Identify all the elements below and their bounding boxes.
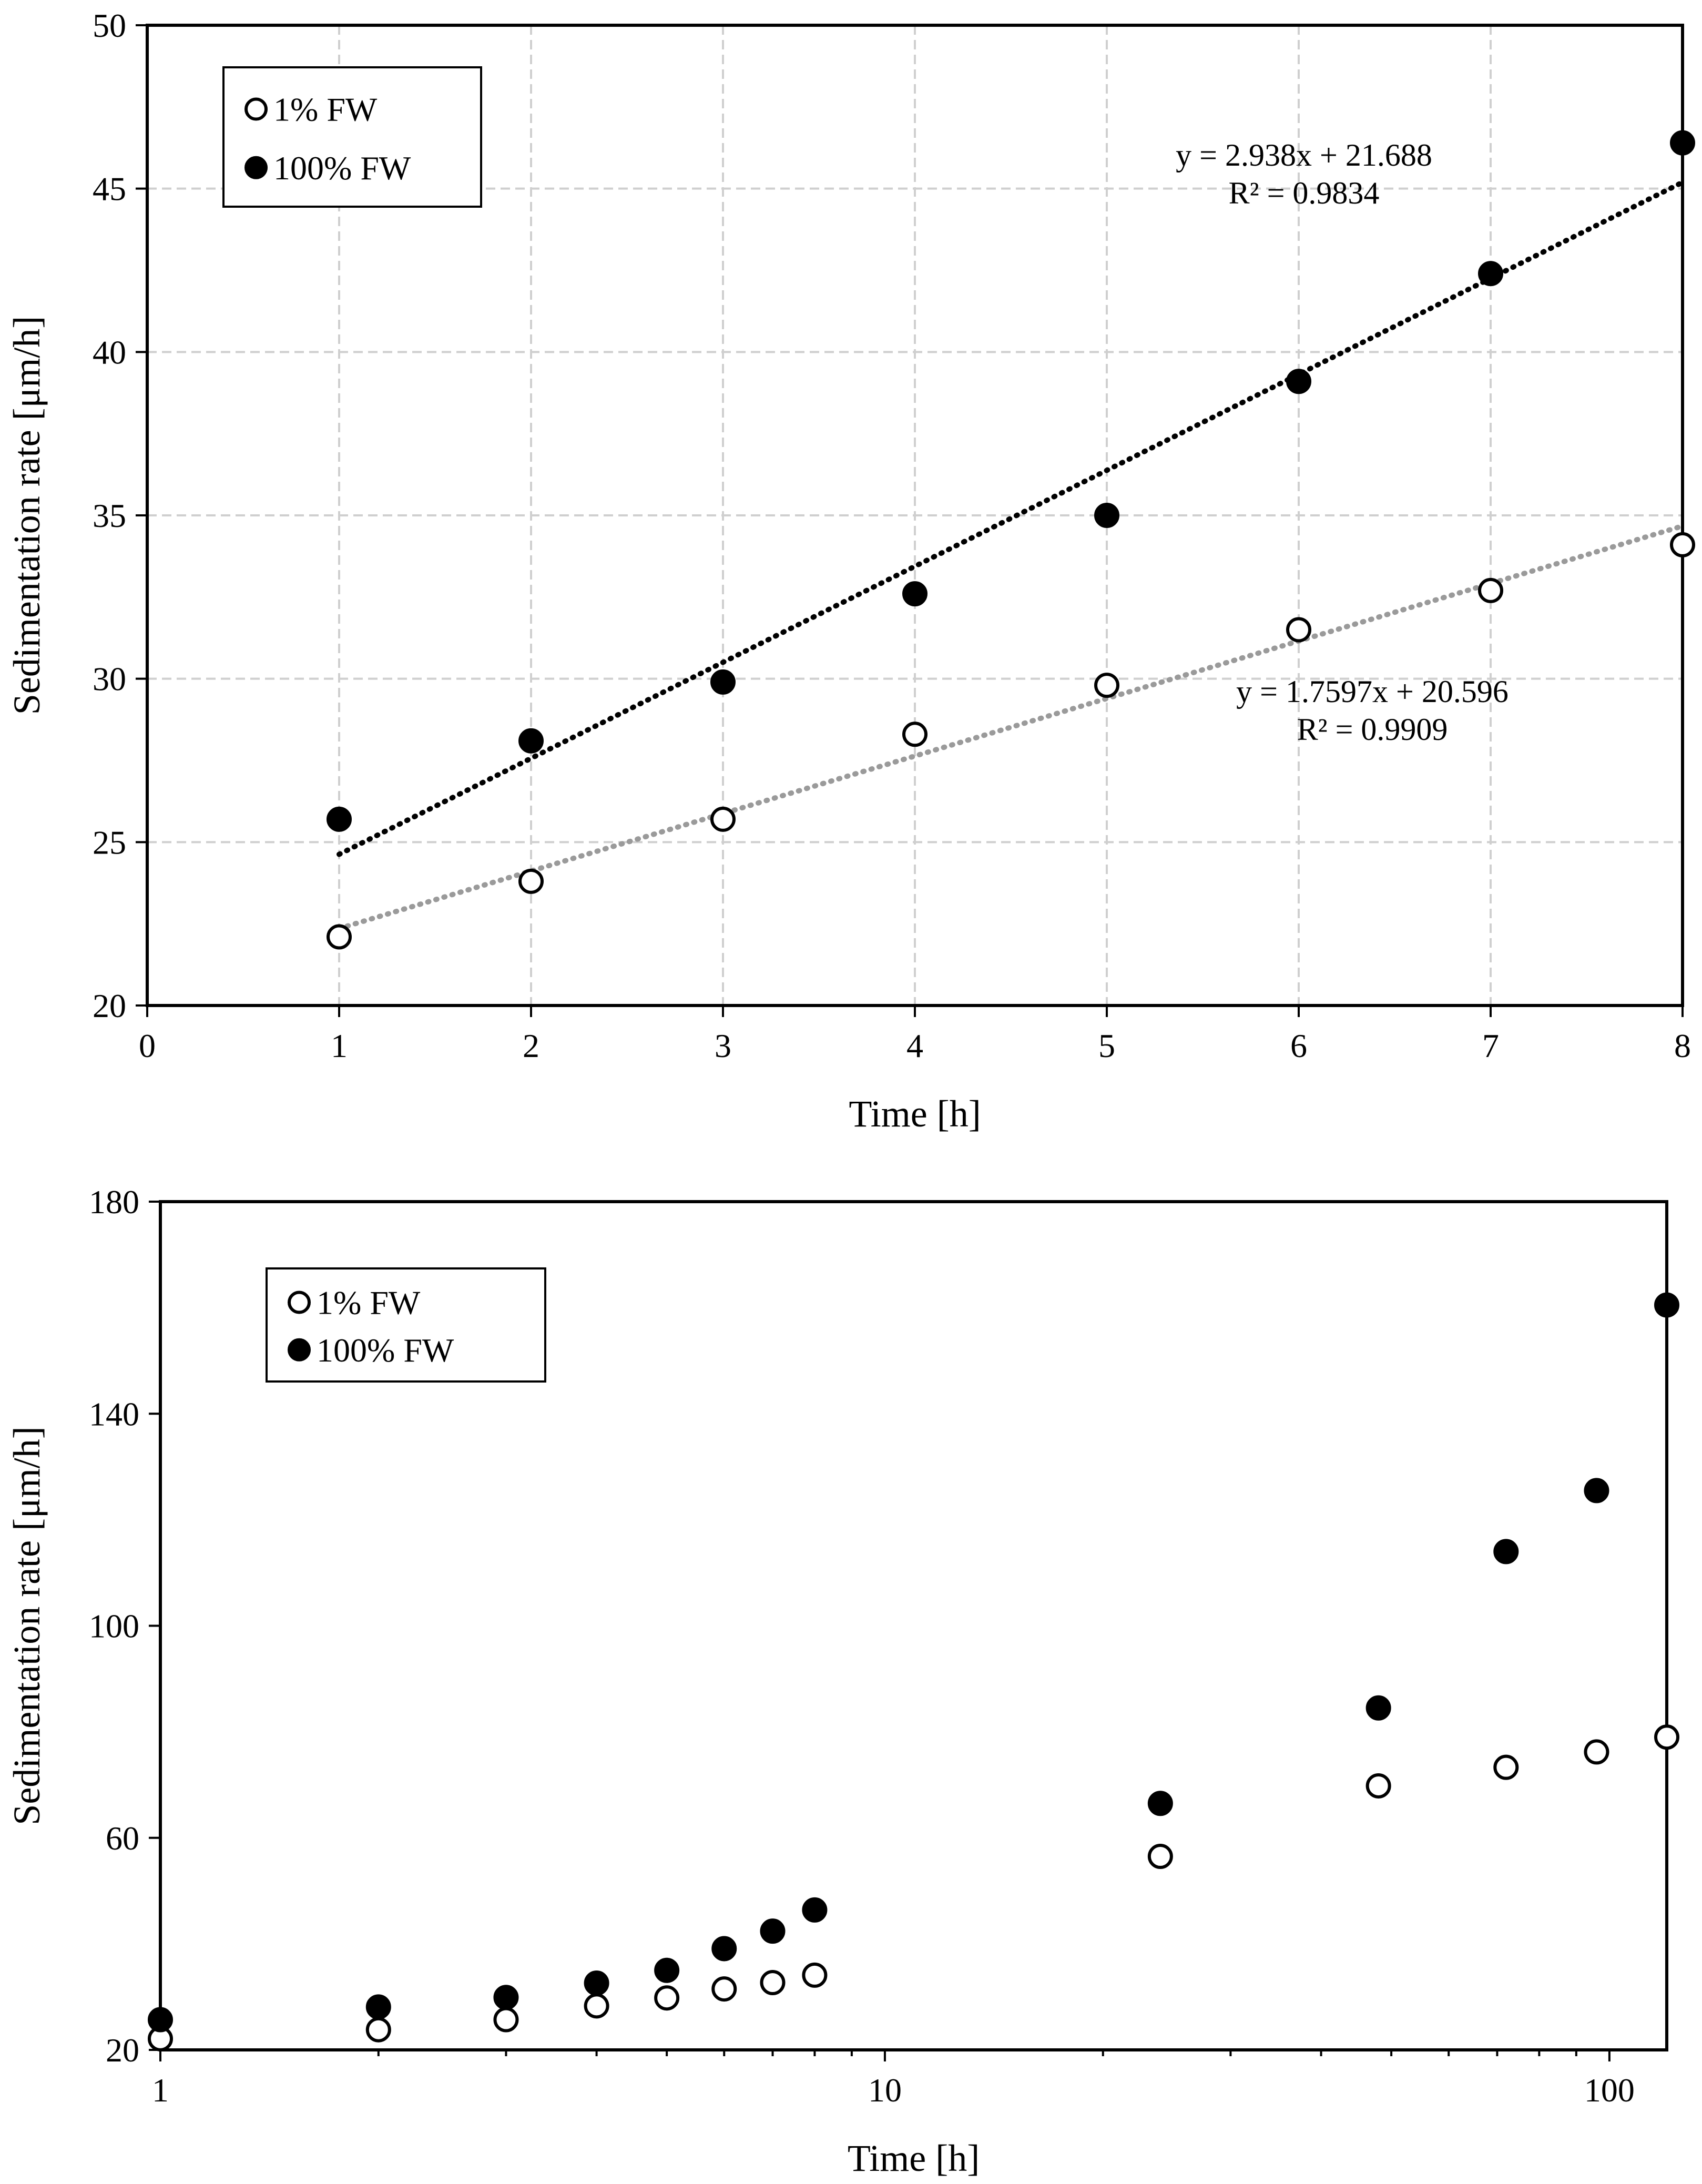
legend-box [222,66,482,208]
series-1pct-fw [148,1724,1679,2051]
y-tick-label: 25 [93,824,126,861]
data-point [1478,261,1503,287]
legend-label: 100% FW [273,149,411,187]
trendline-1pct-fw [337,523,1685,931]
y-tick-label: 60 [106,1820,139,1857]
y-tick-label: 35 [93,497,126,534]
trendline-r-squared: R² = 0.9909 [1297,712,1448,747]
data-point [365,2017,391,2043]
y-tick-label: 30 [93,661,126,698]
data-point [1654,1292,1679,1318]
data-point [1478,577,1503,603]
legend: 1% FW 100% FW [266,1267,546,1383]
x-axis: 1 10 100 [152,2050,1635,2109]
data-point [584,1993,609,2019]
x-tick-label: 7 [1482,1027,1499,1064]
x-tick-label: 8 [1674,1027,1691,1064]
x-tick-label: 10 [868,2071,902,2109]
data-point [327,924,352,950]
data-point [902,722,928,747]
legend-marker [244,97,268,121]
y-tick-label: 180 [89,1183,139,1221]
trendline-equation: y = 1.7597x + 20.596 [1236,674,1509,709]
legend-label: 1% FW [317,1284,421,1322]
data-point [802,1897,828,1923]
y-tick-label: 40 [93,333,126,371]
data-point [365,1994,391,2020]
data-point [711,1936,737,1962]
trendline-100pct-fw [337,179,1685,857]
data-point [493,1985,519,2010]
data-point [760,1969,786,1995]
series-1pct-fw [327,532,1695,950]
data-point [1670,532,1695,557]
data-point [710,669,736,695]
data-point [802,1962,828,1988]
data-point [710,806,736,832]
data-point [1584,1478,1609,1504]
x-axis-title: Time [h] [848,2137,980,2179]
data-point [493,2007,519,2033]
data-point [1493,1754,1519,1780]
data-point [1147,1791,1173,1816]
y-axis: 20 25 30 35 40 45 50 [93,7,147,1024]
x-tick-label: 0 [139,1027,156,1064]
y-axis-title: Sedimentation rate [μm/h] [6,316,48,715]
data-point [1286,617,1311,643]
data-point [654,1957,680,1983]
x-tick-label: 6 [1290,1027,1307,1064]
data-point [148,2007,173,2033]
y-tick-label: 20 [106,2031,139,2069]
series-100pct-fw [148,1292,1679,2033]
data-point [518,728,544,754]
legend-label: 100% FW [317,1332,454,1369]
data-point [1094,673,1119,698]
trendline-r-squared: R² = 0.9834 [1229,176,1380,210]
data-point [902,581,928,607]
data-point [1365,1695,1391,1721]
x-tick-label: 4 [906,1027,923,1064]
data-point [1094,503,1119,528]
trendline-equation: y = 2.938x + 21.688 [1176,138,1432,172]
legend: 1% FW 100% FW [222,66,482,208]
data-point [711,1976,737,2002]
y-axis: 20 60 100 140 180 [89,1183,160,2069]
y-tick-label: 100 [89,1608,139,1645]
x-axis: 0 1 2 3 4 5 6 7 8 [139,1005,1691,1064]
data-point [1365,1773,1391,1799]
y-tick-label: 140 [89,1395,139,1433]
x-tick-label: 2 [523,1027,539,1064]
data-point [1493,1539,1519,1565]
y-tick-label: 45 [93,170,126,208]
data-point [1286,369,1311,394]
data-point [654,1985,680,2011]
data-point [1147,1844,1173,1870]
legend-marker [244,156,268,179]
legend-marker [288,1338,311,1362]
data-point [760,1918,786,1944]
x-tick-label: 100 [1584,2071,1635,2109]
y-tick-label: 20 [93,987,126,1024]
data-point [518,868,544,894]
data-point [584,1970,609,1996]
y-axis-title: Sedimentation rate [μm/h] [6,1426,48,1825]
data-point [1670,130,1695,156]
series-100pct-fw [327,130,1695,832]
data-point [1584,1739,1609,1765]
data-point [327,806,352,832]
x-tick-label: 3 [715,1027,731,1064]
x-tick-label: 1 [152,2071,169,2109]
chart-2: 1 10 100 20 60 100 140 180 Time [h] Sedimentation… [6,1183,1679,2179]
legend-label: 1% FW [273,91,378,128]
data-point [1654,1724,1679,1750]
legend-box [266,1267,546,1383]
x-tick-label: 1 [331,1027,348,1064]
x-tick-label: 5 [1098,1027,1115,1064]
legend-marker [288,1291,311,1314]
x-axis-title: Time [h] [849,1093,981,1135]
y-tick-label: 50 [93,7,126,44]
